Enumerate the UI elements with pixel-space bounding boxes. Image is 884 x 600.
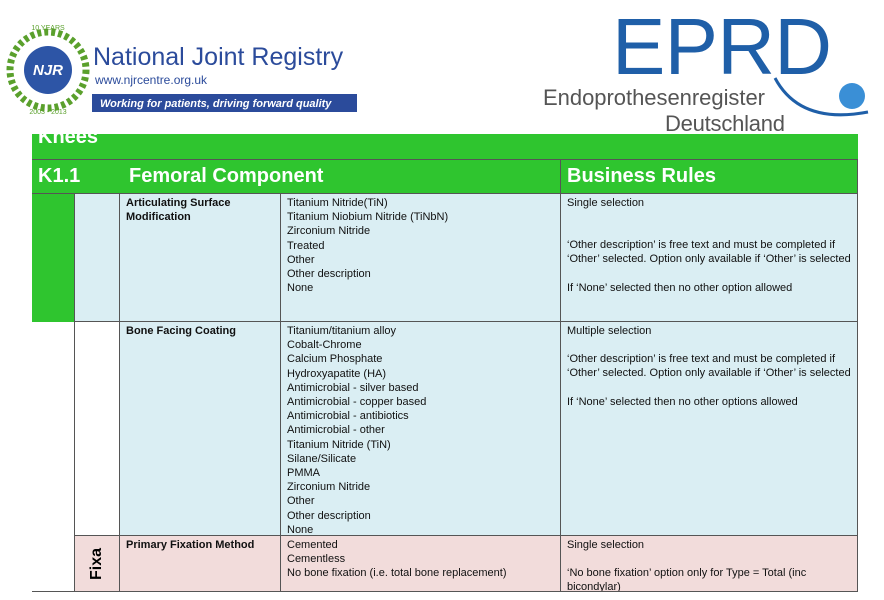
option: None [287, 523, 314, 536]
rule: Multiple selection [567, 325, 652, 337]
option: Treated [287, 239, 325, 252]
field-name: Articulating Surface Modification [126, 197, 231, 224]
rule: ‘No bone fixation’ option only for Type … [567, 567, 807, 592]
title: Femoral Component [129, 165, 324, 187]
option: PMMA [287, 467, 320, 480]
njr-url: www.njrcentre.org.uk [94, 73, 208, 87]
option: Other description [287, 268, 371, 281]
option: Calcium Phosphate [287, 353, 383, 366]
side-line [74, 194, 75, 592]
section-title: Knees [38, 134, 99, 148]
option: Other [287, 253, 315, 266]
njr-tagline: Working for patients, driving forward qu… [100, 98, 332, 110]
field-cell: Primary Fixation Method [120, 536, 281, 592]
field-name: Primary Fixation Method [126, 539, 255, 551]
group-cell: Fixa [75, 536, 120, 592]
rules-cell: Single selection ‘Other description’ is f… [561, 194, 858, 322]
rules-header-cell: Business Rules [561, 159, 858, 194]
rule: Single selection [567, 539, 645, 551]
option: Titanium Nitride (TiN) [287, 438, 391, 451]
rules-header: Business Rules [567, 165, 716, 187]
field-cell: Articulating Surface Modification [120, 194, 281, 322]
option: Cobalt-Chrome [287, 339, 362, 352]
option: Antimicrobial - silver based [287, 381, 419, 394]
rule: If ‘None’ selected then no other options… [567, 395, 798, 408]
rule: Single selection [567, 197, 645, 209]
group-label: Fixa [88, 547, 105, 580]
option: Antimicrobial - other [287, 424, 385, 437]
option: Cemented [287, 539, 338, 551]
option: Titanium Niobium Nitride (TiNbN) [287, 211, 449, 224]
badge-text: NJR [33, 62, 63, 79]
sphere [839, 83, 865, 109]
rule: If ‘None’ selected then no other option … [567, 281, 793, 294]
option: Antimicrobial - antibiotics [287, 410, 409, 423]
option: Hydroxyapatite (HA) [287, 367, 387, 380]
field-name: Bone Facing Coating [126, 325, 236, 337]
njr-name: National Joint Registry [93, 43, 344, 71]
option: None [287, 282, 314, 295]
years: 10 YEARS [31, 25, 65, 32]
option: Silane/Silicate [287, 452, 357, 465]
rules-cell: Multiple selection ‘Other description’ is… [561, 322, 858, 536]
tagline-bar [92, 94, 357, 112]
eprd-line2: Deutschland [665, 111, 785, 134]
swoosh [773, 77, 869, 117]
field-cell: Bone Facing Coating [120, 322, 281, 536]
title-cell: K1.1 Femoral Component [32, 159, 561, 194]
option: Antimicrobial - copper based [287, 396, 427, 409]
logos: NJR 10 YEARS 2003 - 2013 National Joint … [6, 2, 869, 134]
option: Zirconium Nitride [287, 481, 371, 494]
code: K1.1 [38, 165, 81, 187]
rule: ‘Other description’ is free text and mus… [567, 239, 851, 266]
wreath [6, 28, 90, 112]
bottom-line [32, 591, 858, 592]
eprd-line1: Endoprothesenregister [543, 85, 765, 110]
option: Titanium/titanium alloy [287, 325, 397, 337]
option: Other description [287, 509, 371, 522]
option: Titanium Nitride(TiN) [287, 197, 388, 209]
group-cell [75, 322, 120, 536]
option: No bone fixation (i.e. total bone replac… [287, 567, 507, 580]
option: Zirconium Nitride [287, 225, 371, 238]
rule: ‘Other description’ is free text and mus… [567, 353, 851, 380]
dates: 2003 - 2013 [29, 109, 66, 116]
options-cell: Cemented Cementless No bone fixation (i.e.… [281, 536, 561, 592]
option: Cementless [287, 553, 346, 566]
eprd-name: EPRD [612, 2, 832, 91]
group-cell [75, 194, 120, 322]
rules-cell: Single selection ‘No bone fixation’ optio… [561, 536, 858, 592]
green-side [32, 194, 75, 322]
section-bar: Knees [32, 134, 858, 159]
options-cell: Titanium Nitride(TiN) Titanium Niobium Ni… [281, 194, 561, 322]
option: Other [287, 495, 315, 508]
options-cell: Titanium/titanium alloy Cobalt-Chrome Calc… [281, 322, 561, 536]
badge [24, 46, 72, 94]
